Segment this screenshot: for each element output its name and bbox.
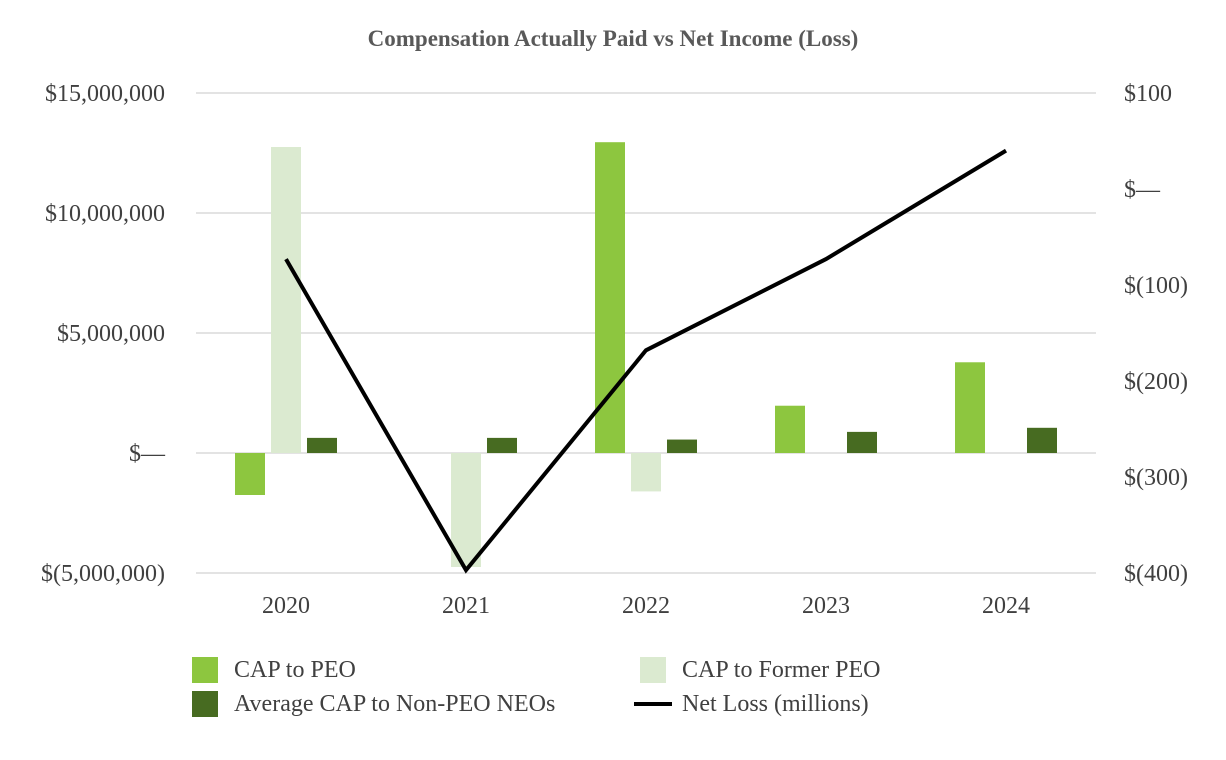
- bar-cap-to-former-peo-2021: [451, 453, 481, 567]
- legend-item-net-loss: Net Loss (millions): [634, 688, 869, 720]
- legend-label-average-cap-non-peo: Average CAP to Non-PEO NEOs: [234, 690, 556, 717]
- right-tick-label: $—: [1124, 177, 1161, 203]
- bar-cap-to-former-peo-2020: [271, 147, 301, 453]
- left-tick-label: $10,000,000: [45, 201, 165, 227]
- legend-swatch-cap-to-former-peo: [640, 657, 666, 683]
- bar-cap-to-peo-2023: [775, 405, 805, 453]
- left-axis: $15,000,000 $10,000,000 $5,000,000 $— $(5,00…: [41, 81, 166, 587]
- legend-label-cap-to-peo: CAP to PEO: [234, 656, 356, 683]
- bar-cap-to-former-peo-2022: [631, 453, 661, 492]
- legend-line-net-loss: [634, 702, 672, 706]
- right-tick-label: $(400): [1124, 561, 1188, 587]
- line-net-loss-millions: [284, 148, 1008, 574]
- legend-item-cap-to-former-peo: CAP to Former PEO: [640, 654, 880, 686]
- right-tick-label: $100: [1124, 81, 1172, 107]
- legend: CAP to PEO Average CAP to Non-PEO NEOs C…: [192, 654, 952, 724]
- left-tick-label: $(5,000,000): [41, 561, 165, 587]
- x-axis: 2020 2021 2022 2023 2024: [262, 593, 1030, 619]
- x-tick-label: 2023: [802, 593, 850, 619]
- legend-item-cap-to-peo: CAP to PEO: [192, 654, 356, 686]
- x-tick-label: 2024: [982, 593, 1030, 619]
- legend-swatch-average-cap-non-peo: [192, 691, 218, 717]
- right-tick-label: $(200): [1124, 369, 1188, 395]
- bar-cap-to-peo-2020: [235, 453, 265, 495]
- legend-label-net-loss: Net Loss (millions): [682, 690, 869, 717]
- net-loss-line: [284, 148, 1008, 574]
- x-tick-label: 2022: [622, 593, 670, 619]
- bar-average-cap-to-non-peo-neos-2021: [487, 437, 517, 453]
- x-tick-label: 2020: [262, 593, 310, 619]
- bar-cap-to-peo-2022: [595, 142, 625, 453]
- bar-average-cap-to-non-peo-neos-2022: [667, 439, 697, 453]
- legend-item-average-cap-non-peo: Average CAP to Non-PEO NEOs: [192, 688, 555, 720]
- right-tick-label: $(300): [1124, 465, 1188, 491]
- right-tick-label: $(100): [1124, 273, 1188, 299]
- legend-label-cap-to-former-peo: CAP to Former PEO: [682, 656, 881, 683]
- left-tick-label: $5,000,000: [57, 321, 165, 347]
- bar-average-cap-to-non-peo-neos-2020: [307, 437, 337, 453]
- legend-swatch-cap-to-peo: [192, 657, 218, 683]
- left-tick-label: $—: [129, 441, 166, 467]
- bars: [235, 142, 1057, 567]
- right-axis: $100 $— $(100) $(200) $(300) $(400): [1124, 81, 1188, 587]
- left-tick-label: $15,000,000: [45, 81, 165, 107]
- bar-average-cap-to-non-peo-neos-2023: [847, 431, 877, 453]
- chart-plot: $15,000,000 $10,000,000 $5,000,000 $— $(5,00…: [41, 81, 1188, 619]
- bar-average-cap-to-non-peo-neos-2024: [1027, 427, 1057, 453]
- chart-title: Compensation Actually Paid vs Net Income…: [367, 26, 859, 51]
- x-tick-label: 2021: [442, 593, 490, 619]
- bar-cap-to-peo-2024: [955, 362, 985, 453]
